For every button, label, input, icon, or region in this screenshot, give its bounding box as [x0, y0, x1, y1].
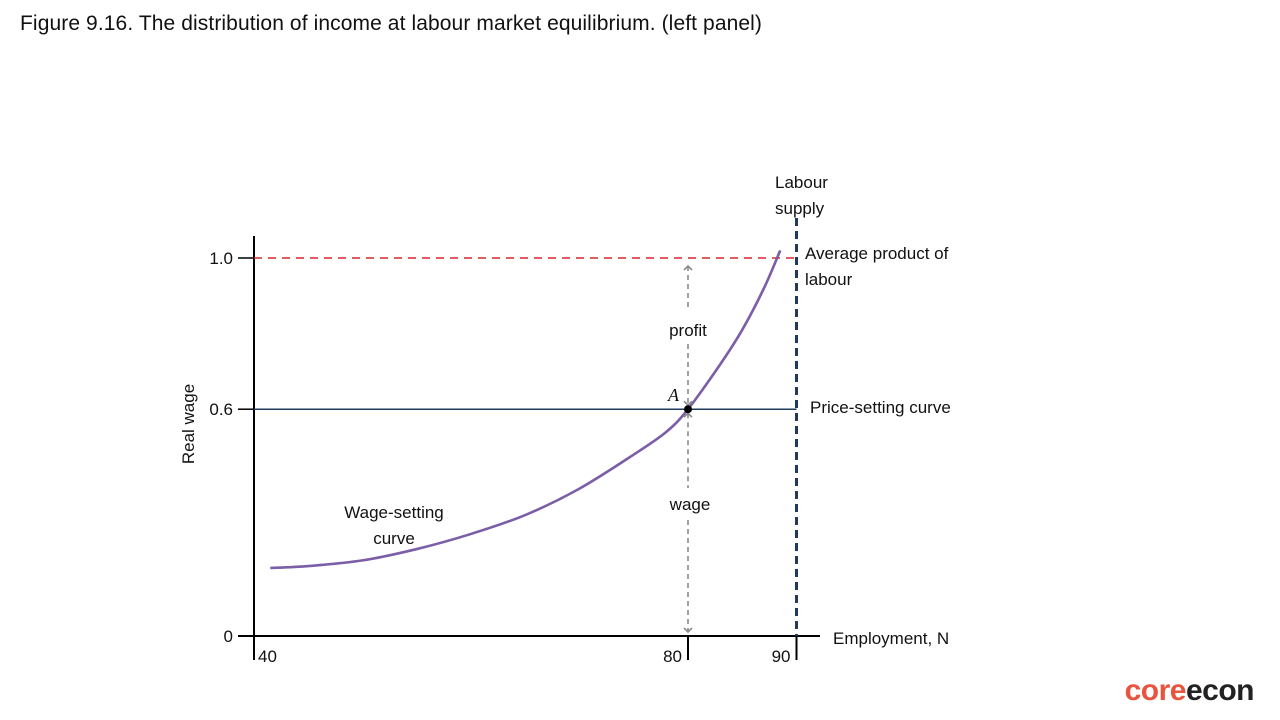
y-tick-label-1: 0.6 — [209, 400, 233, 419]
series-wage-setting-curve — [270, 249, 782, 570]
x-tick-label-1: 80 — [663, 647, 682, 666]
logo-part-econ: econ — [1185, 674, 1255, 707]
y-axis-label: Real wage — [179, 384, 198, 464]
series-average-product-label-0: Average product of — [805, 244, 949, 263]
point-a-label: A — [667, 385, 680, 405]
y-tick-label-2: 1.0 — [209, 249, 233, 268]
logo-part-core: core — [1124, 674, 1187, 707]
series-wage-setting-label-0: Wage-setting — [344, 503, 444, 522]
series-price-setting-label-0: Price-setting curve — [810, 398, 951, 417]
x-tick-label-0: 40 — [258, 647, 277, 666]
page-title: Figure 9.16. The distribution of income … — [20, 12, 763, 35]
coreecon-logo: coreecon — [1124, 674, 1255, 708]
series-labour-supply-label-1: supply — [775, 199, 825, 218]
x-axis-label: Employment, N — [833, 629, 949, 648]
y-tick-label-0: 0 — [224, 627, 233, 646]
series-wage-setting-label-1: curve — [373, 529, 415, 548]
series-average-product-label-1: labour — [805, 270, 853, 289]
profit-label: profit — [669, 321, 707, 340]
x-tick-label-2: 90 — [772, 647, 791, 666]
wage-label: wage — [669, 495, 711, 514]
series-labour-supply-label-0: Labour — [775, 173, 828, 192]
point-a-marker — [684, 405, 692, 414]
